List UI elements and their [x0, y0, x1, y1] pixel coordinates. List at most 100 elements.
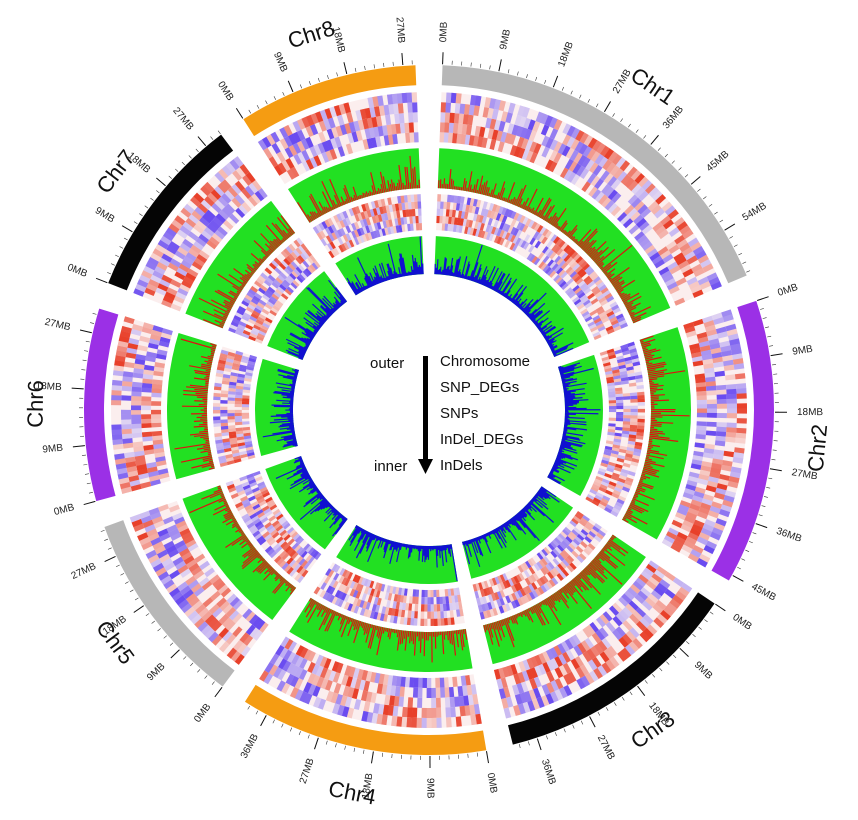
minor-tick: [652, 674, 656, 678]
heatmap-cell: [570, 540, 579, 549]
heatmap-cell: [498, 120, 506, 132]
heatmap-cell: [214, 432, 222, 438]
heatmap-cell: [377, 125, 384, 137]
heatmap-cell: [603, 648, 614, 660]
heatmap-cell: [501, 230, 508, 239]
heatmap-cell: [610, 510, 619, 517]
heatmap-cell: [617, 477, 626, 484]
heatmap-cell: [406, 617, 411, 626]
heatmap-cell: [431, 717, 437, 728]
heatmap-cell: [142, 378, 153, 384]
heatmap-cell: [242, 501, 251, 508]
heatmap-cell: [513, 212, 520, 221]
heatmap-cell: [376, 683, 384, 695]
heatmap-cell: [691, 356, 703, 363]
heatmap-cell: [549, 691, 559, 703]
heatmap-cell: [608, 403, 617, 407]
minor-tick: [748, 541, 753, 544]
heatmap-cell: [437, 618, 442, 626]
chromosome-label-chr2: Chr2: [803, 423, 833, 473]
minor-tick: [308, 81, 311, 86]
heatmap-cell: [242, 329, 251, 336]
heatmap-cell: [417, 194, 421, 202]
heatmap-cell: [451, 595, 456, 604]
heatmap-cell: [231, 197, 242, 208]
heatmap-cell: [343, 242, 350, 250]
heatmap-cell: [152, 562, 165, 573]
heatmap-cell: [562, 123, 572, 135]
heatmap-cell: [141, 405, 152, 411]
heatmap-cell: [443, 677, 449, 688]
heatmap-cell: [522, 216, 529, 225]
heatmap-cell: [587, 543, 596, 551]
heatmap-cell: [596, 281, 605, 289]
major-tick: [401, 52, 404, 66]
heatmap-cell: [280, 281, 289, 289]
heatmap-cell: [400, 217, 405, 225]
heatmap-cell: [721, 350, 733, 358]
heatmap-cell: [713, 361, 724, 368]
heatmap-cell: [513, 673, 521, 685]
heatmap-cell: [122, 371, 134, 378]
major-tick: [71, 387, 84, 390]
heatmap-cell: [508, 594, 515, 603]
heatmap-cell: [281, 520, 289, 528]
heatmap-cell: [720, 464, 732, 472]
heatmap-cell: [321, 220, 328, 229]
heatmap-cell: [714, 370, 726, 377]
heatmap-cell: [264, 267, 273, 275]
heatmap-cell: [459, 103, 466, 115]
heatmap-cell: [619, 370, 628, 376]
heatmap-cell: [608, 394, 616, 398]
heatmap-cell: [710, 281, 722, 291]
heatmap-cell: [563, 244, 571, 253]
heatmap-cell: [235, 350, 244, 356]
heatmap-cell: [476, 222, 482, 230]
heatmap-cell: [386, 124, 393, 136]
minor-tick: [546, 735, 548, 740]
heatmap-cell: [150, 274, 162, 284]
heatmap-cell: [328, 250, 335, 259]
heatmap-cell: [132, 441, 144, 448]
heatmap-cell: [218, 455, 226, 461]
heatmap-cell: [208, 604, 220, 615]
heatmap-cell: [462, 114, 469, 125]
heatmap-cell: [683, 540, 695, 550]
heatmap-cell: [112, 443, 124, 450]
heatmap-cell: [141, 387, 152, 393]
heatmap-cell: [589, 622, 599, 633]
heatmap-cell: [558, 533, 566, 541]
heatmap-cell: [345, 225, 352, 234]
heatmap-cell: [218, 209, 230, 221]
heatmap-cell: [690, 241, 702, 252]
heatmap-cell: [266, 499, 275, 506]
heatmap-cell: [277, 162, 287, 174]
heatmap-cell: [605, 325, 614, 332]
minor-tick: [629, 691, 633, 696]
minor-tick: [605, 707, 609, 711]
heatmap-cell: [664, 205, 676, 216]
heatmap-cell: [597, 325, 606, 332]
heatmap-cell: [478, 215, 484, 223]
heatmap-cell: [559, 571, 567, 579]
heatmap-cell: [570, 174, 581, 185]
heatmap-cell: [384, 227, 389, 236]
heatmap-cell: [510, 663, 518, 675]
heatmap-cell: [345, 676, 353, 688]
heatmap-cell: [584, 673, 595, 685]
heatmap-cell: [602, 495, 611, 502]
heatmap-cell: [513, 146, 522, 158]
heatmap-cell: [299, 647, 309, 659]
heatmap-cell: [313, 144, 322, 156]
heatmap-cell: [385, 684, 392, 696]
heatmap-cell: [696, 390, 707, 397]
heatmap-cell: [480, 603, 487, 612]
heatmap-cell: [241, 188, 252, 200]
heatmap-cell: [298, 548, 306, 557]
heatmap-cell: [159, 553, 171, 563]
heatmap-cell: [595, 532, 604, 540]
heatmap-cell: [582, 526, 591, 534]
heatmap-cell: [608, 151, 619, 163]
heatmap-cell: [301, 116, 311, 128]
heatmap-cell: [724, 374, 736, 381]
